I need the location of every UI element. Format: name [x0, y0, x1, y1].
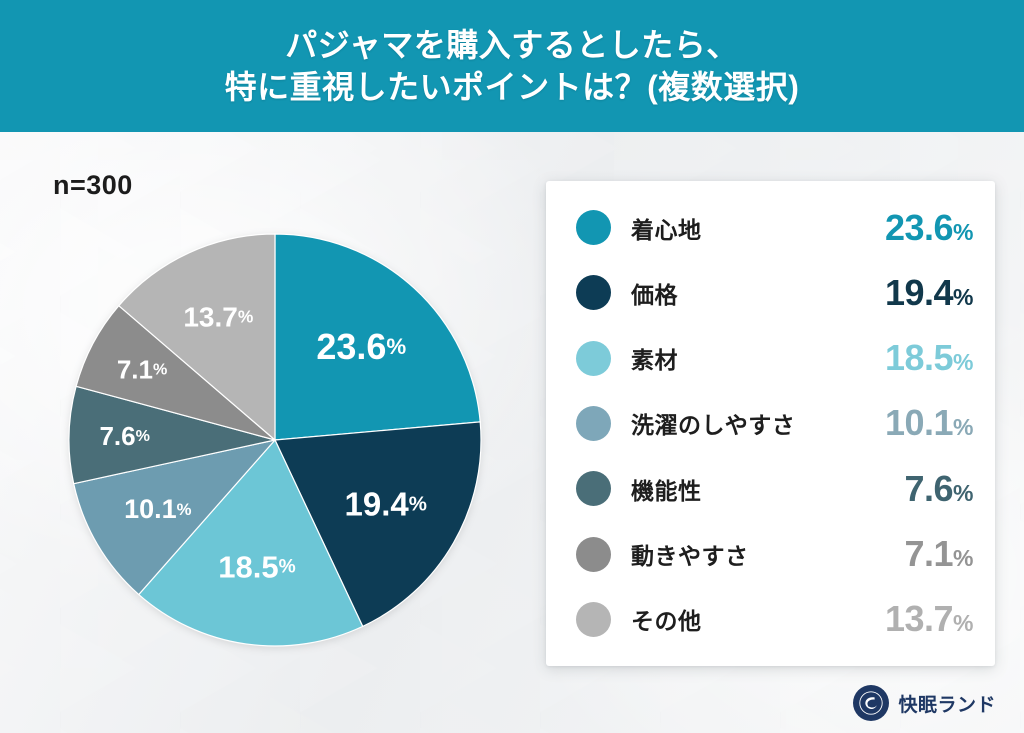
pie-slice	[274, 233, 481, 441]
pie-slice-label: 13.7%	[183, 301, 253, 332]
pie-slice	[137, 438, 364, 647]
legend-value: 10.1%	[884, 402, 974, 444]
legend-row: 価格 19.4%	[546, 262, 995, 324]
legend-value-number: 13.7	[884, 598, 954, 640]
legend-percent-sign: %	[953, 479, 973, 506]
brand-name-label: 快眠ランド	[898, 694, 996, 716]
legend-value-number: 23.6	[884, 206, 954, 248]
pie-slice	[68, 385, 276, 485]
legend-percent-sign: %	[953, 545, 973, 572]
legend-label: 価格	[631, 281, 678, 308]
title-line-1: パジャマを購入するとしたら、	[285, 27, 739, 63]
pie-slice-label: 7.6%	[99, 421, 149, 451]
pie-slice	[274, 421, 482, 628]
legend-label: 機能性	[631, 477, 702, 504]
legend-value: 18.5%	[884, 337, 974, 379]
legend-panel: 着心地 23.6% 価格 19.4% 素材 18.5% 洗濯のしやすさ 10.1% 機能性 7.6…	[546, 181, 995, 666]
legend-value-number: 19.4	[884, 271, 954, 313]
legend-color-swatch-icon	[576, 471, 611, 507]
legend-row: その他 13.7%	[546, 588, 995, 650]
legend-value-number: 18.5	[884, 337, 954, 379]
moon-swirl-emblem-icon	[853, 685, 890, 721]
title-banner: パジャマを購入するとしたら、 特に重視したいポイントは？(複数選択)	[0, 0, 1024, 132]
legend-value-number: 10.1	[884, 402, 954, 444]
pie-chart-svg: 23.6% 19.4% 18.5% 10.1% 7.6% 7.1% 13.7%	[68, 233, 482, 647]
legend-color-swatch-icon	[576, 601, 611, 637]
legend-color-swatch-icon	[576, 536, 611, 572]
legend-value: 7.6%	[905, 468, 974, 510]
title-line-2: 特に重視したいポイントは？(複数選択)	[224, 69, 800, 105]
legend-color-swatch-icon	[576, 405, 611, 441]
pie-slice	[72, 439, 277, 596]
legend-label: 着心地	[631, 216, 702, 243]
legend-row: 洗濯のしやすさ 10.1%	[546, 392, 995, 454]
legend-label: その他	[631, 608, 702, 635]
legend-percent-sign: %	[953, 349, 973, 376]
legend-percent-sign: %	[953, 218, 973, 245]
pie-slice	[117, 233, 276, 442]
legend-percent-sign: %	[953, 414, 973, 441]
legend-color-swatch-icon	[576, 275, 611, 311]
pie-slice-label: 18.5%	[218, 549, 295, 584]
pie-slice-label: 10.1%	[124, 494, 192, 524]
legend-label: 洗濯のしやすさ	[631, 412, 796, 439]
pie-slice-label: 19.4%	[344, 485, 426, 522]
legend-row: 着心地 23.6%	[546, 197, 995, 259]
legend-label: 動きやすさ	[631, 543, 749, 570]
pie-label-group: 23.6% 19.4% 18.5% 10.1% 7.6% 7.1% 13.7%	[99, 301, 426, 584]
legend-value: 7.1%	[905, 533, 974, 575]
legend-color-swatch-icon	[576, 210, 611, 246]
legend-percent-sign: %	[953, 283, 973, 310]
legend-value: 23.6%	[884, 206, 974, 249]
sample-size-label: n=300	[53, 170, 133, 200]
pie-slice-label: 7.1%	[117, 355, 167, 385]
legend-row: 機能性 7.6%	[546, 458, 995, 520]
legend-percent-sign: %	[953, 610, 973, 637]
pie-chart: 23.6% 19.4% 18.5% 10.1% 7.6% 7.1% 13.7%	[68, 233, 482, 647]
brand-logo: 快眠ランド	[853, 685, 996, 721]
legend-label: 素材	[631, 347, 678, 374]
legend-value-number: 7.1	[904, 533, 954, 575]
legend-row: 素材 18.5%	[546, 327, 995, 389]
pie-slice-group	[68, 233, 482, 647]
legend-value: 19.4%	[884, 271, 974, 314]
legend-value: 13.7%	[884, 598, 974, 640]
pie-slice-label: 23.6%	[316, 325, 406, 366]
legend-row: 動きやすさ 7.1%	[546, 523, 995, 585]
legend-value-number: 7.6	[904, 467, 954, 509]
legend-color-swatch-icon	[576, 340, 611, 376]
